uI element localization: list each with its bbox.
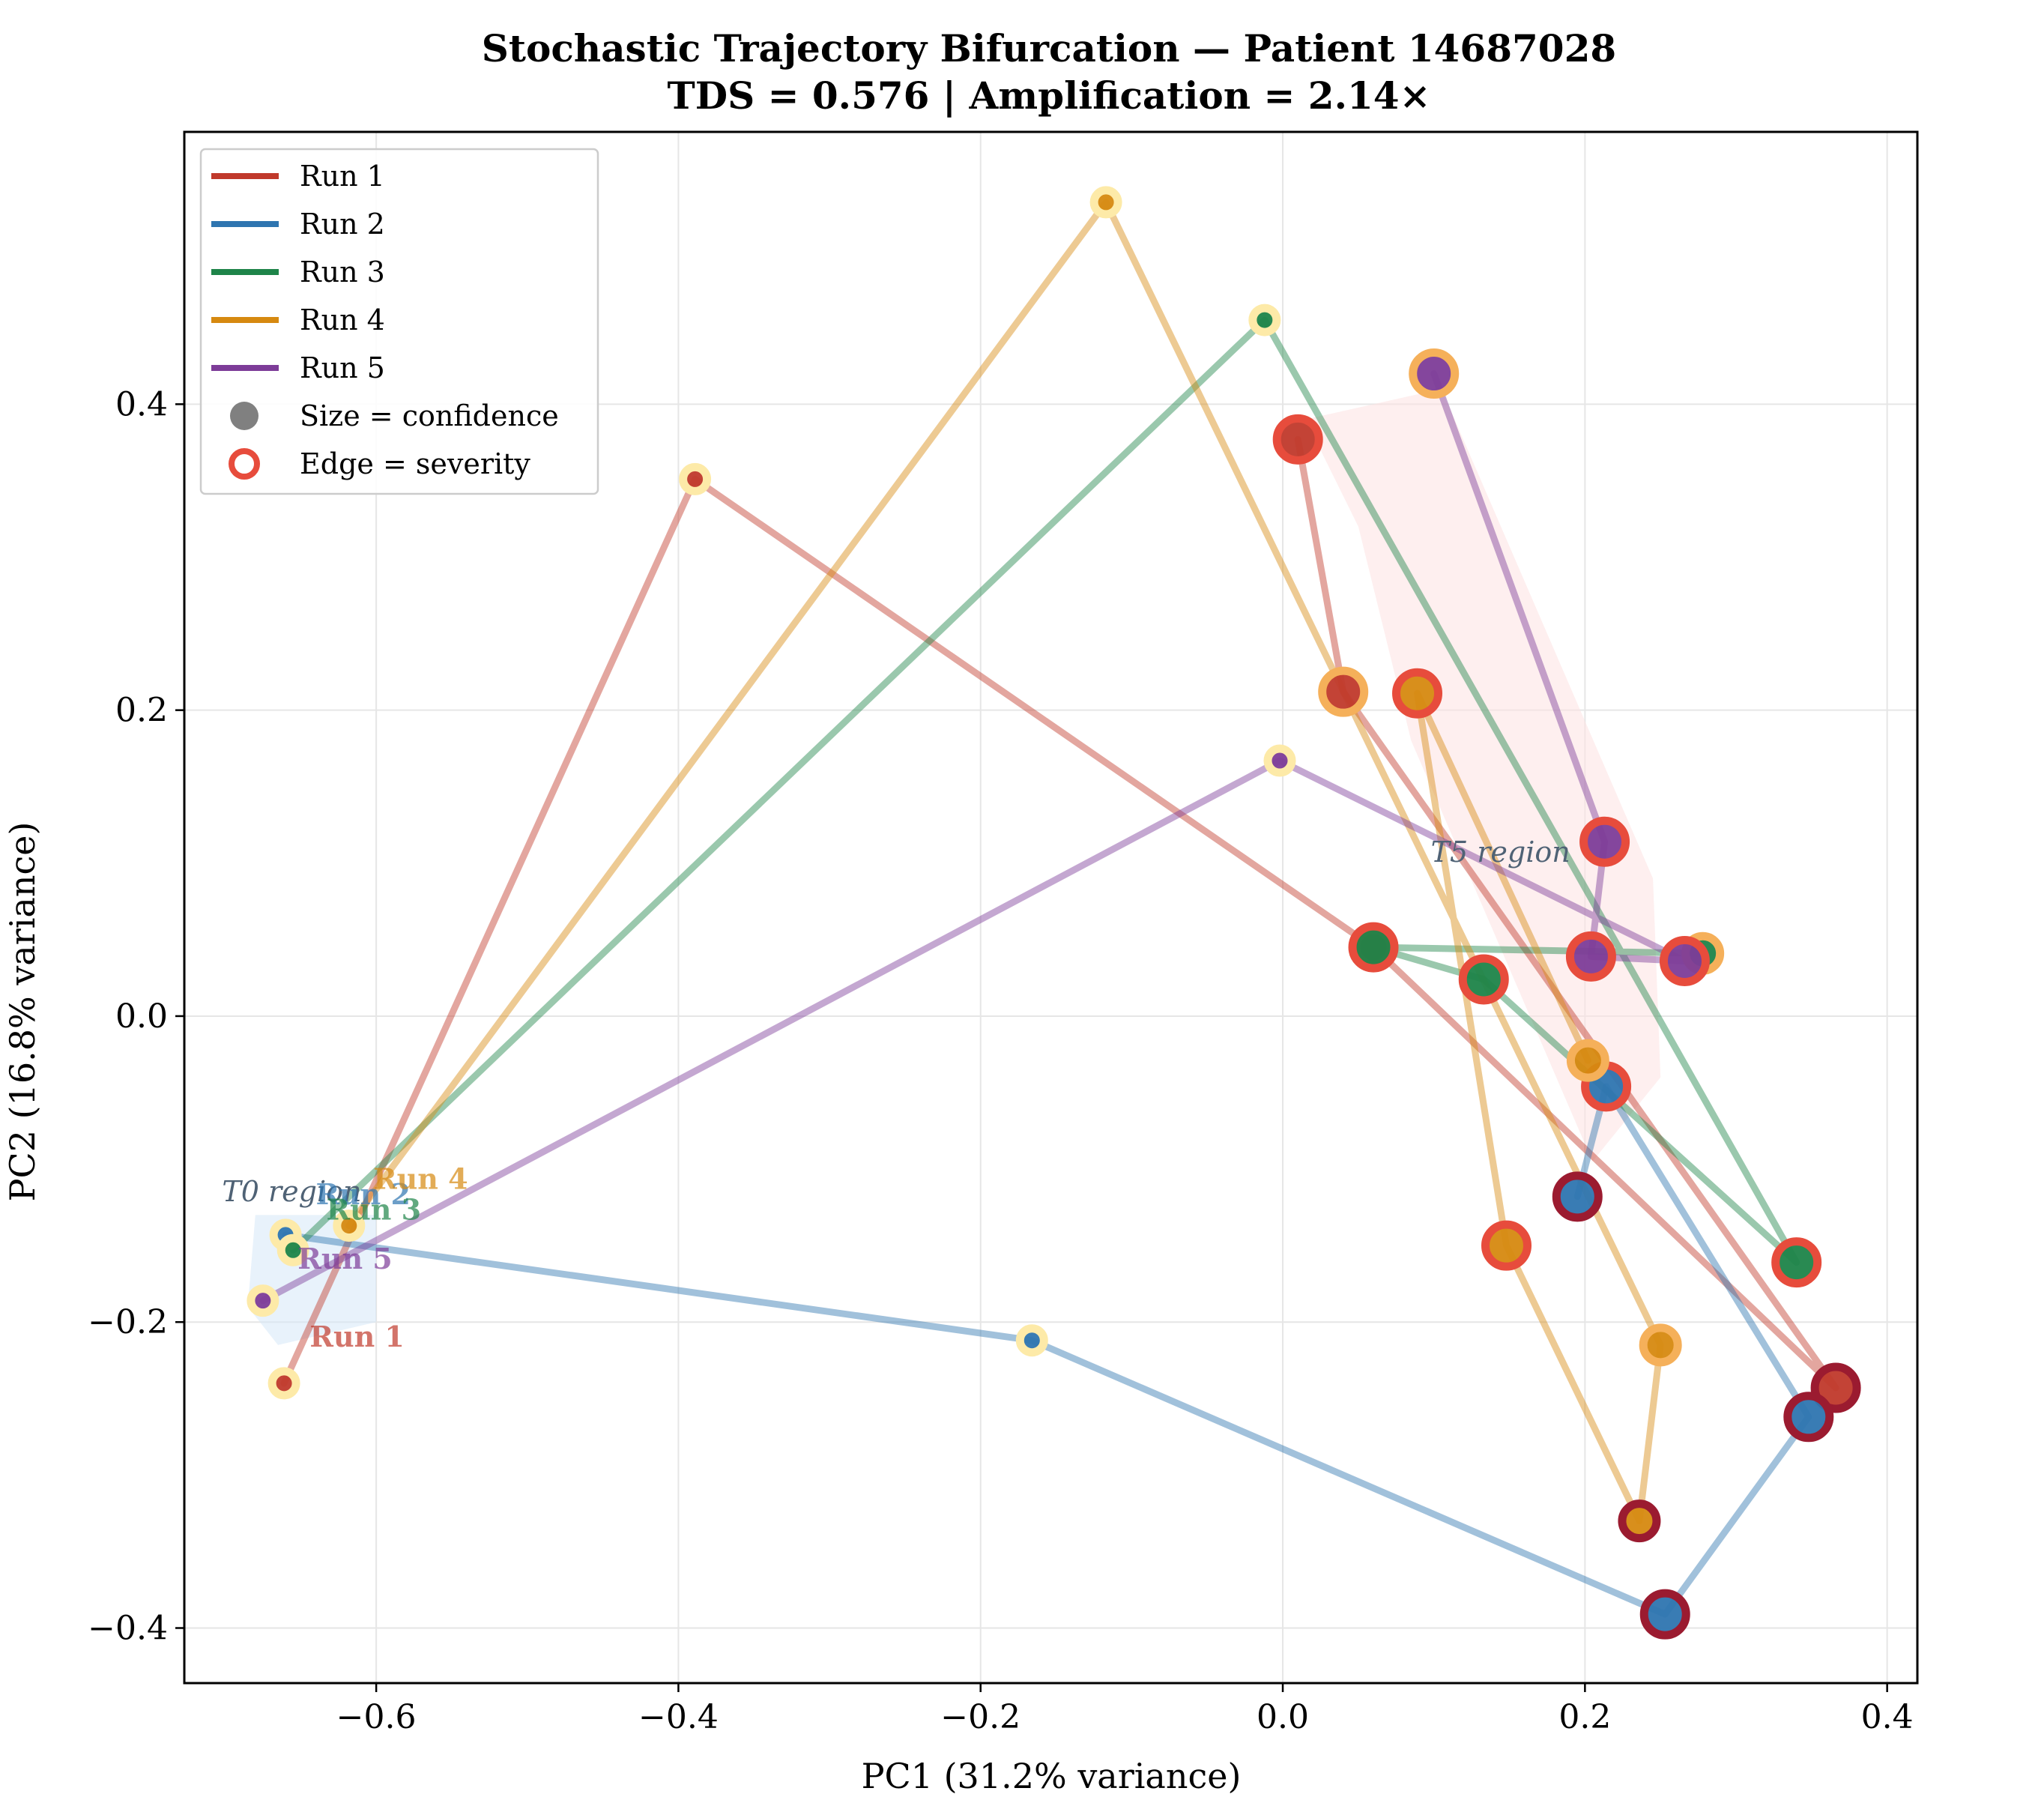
legend-label: Run 3: [300, 256, 385, 289]
legend-label: Size = confidence: [300, 399, 559, 432]
trajectory-point: [1771, 1237, 1822, 1288]
trajectory-point: [1566, 1039, 1609, 1082]
y-tick-label: 0.2: [115, 692, 168, 730]
trajectory-points: [247, 186, 1861, 1640]
y-tick-label: 0.4: [115, 385, 168, 423]
trajectory-point: [1659, 935, 1710, 986]
run-start-label: Run 5: [297, 1242, 393, 1275]
trajectory-point: [1579, 816, 1630, 867]
trajectory-point: [247, 1284, 279, 1317]
x-tick-label: 0.4: [1861, 1698, 1914, 1736]
run-start-label: Run 1: [309, 1320, 405, 1353]
trajectory-point: [1392, 668, 1443, 719]
region-label: T5 region: [1431, 836, 1570, 869]
trajectory-point: [1783, 1392, 1834, 1443]
legend-box: [199, 148, 599, 495]
run-start-label: Run 2: [315, 1177, 411, 1211]
x-tick-label: −0.4: [638, 1698, 719, 1736]
trajectory-point: [1458, 954, 1509, 1005]
trajectory-point: [1015, 1324, 1048, 1357]
legend-dot-swatch: [230, 402, 258, 430]
x-tick-label: 0.2: [1558, 1698, 1611, 1736]
trajectory-line: [280, 435, 1839, 1392]
trajectory-point: [333, 1209, 366, 1242]
legend-label: Run 5: [300, 351, 385, 384]
x-tick-label: −0.6: [336, 1698, 417, 1736]
run-start-label: Run 3: [327, 1192, 422, 1226]
y-axis-label: PC2 (16.8% variance): [2, 822, 43, 1202]
chart-subtitle: TDS = 0.576 | Amplification = 2.14×: [668, 73, 1431, 118]
y-tick-label: 0.0: [115, 997, 168, 1036]
trajectory-point: [1348, 922, 1399, 973]
legend-label: Run 2: [300, 208, 385, 241]
x-tick-label: 0.0: [1257, 1698, 1309, 1736]
trajectory-point: [1565, 931, 1616, 982]
region-label: T0 region: [222, 1175, 361, 1208]
legend-label: Run 4: [300, 303, 385, 336]
trajectory-point: [1272, 414, 1323, 465]
trajectory-point: [1263, 744, 1296, 777]
chart-title: Stochastic Trajectory Bifurcation — Pati…: [482, 26, 1616, 70]
trajectory-point: [1618, 1500, 1661, 1543]
trajectory-point: [1318, 666, 1369, 717]
trajectory-point: [276, 1233, 309, 1266]
legend-ring-swatch: [229, 448, 260, 480]
trajectory-line: [259, 370, 1688, 1305]
trajectory-point: [679, 462, 712, 495]
trajectory-point: [1248, 303, 1281, 336]
trajectory-point: [1409, 348, 1460, 399]
plot-frame: [183, 130, 1919, 1685]
run-start-label: Run 4: [373, 1162, 468, 1196]
trajectory-line: [289, 316, 1800, 1266]
y-tick-label: −0.2: [88, 1303, 168, 1341]
x-axis-label: PC1 (31.2% variance): [862, 1756, 1242, 1796]
trajectory-point: [1481, 1220, 1532, 1271]
axis-ticks: −0.6 −0.4 −0.2 0.0 0.2 0.4 −0.4 −0.2 0.0 0.2 0.4: [88, 385, 1914, 1736]
y-tick-label: −0.4: [88, 1610, 168, 1648]
trajectory-point: [1089, 186, 1122, 219]
trajectory-point: [267, 1367, 300, 1400]
legend-label: Run 1: [300, 160, 385, 193]
legend-label: Edge = severity: [300, 447, 530, 480]
legend: Run 1 Run 2 Run 3 Run 4 Run 5 Size = confiden…: [199, 148, 599, 495]
x-tick-label: −0.2: [940, 1698, 1021, 1736]
trajectory-point: [1639, 1323, 1682, 1367]
trajectory-point: [1639, 1589, 1690, 1640]
trajectory-point: [1552, 1171, 1603, 1222]
